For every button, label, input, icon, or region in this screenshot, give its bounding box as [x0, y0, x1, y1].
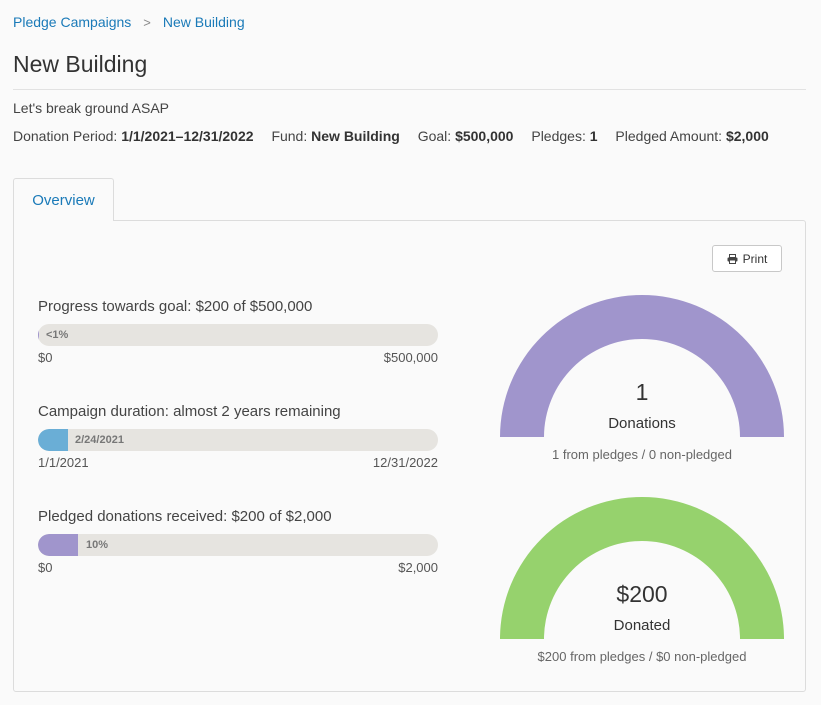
meta-pledges-value: 1	[589, 128, 598, 144]
campaign-duration-fill	[38, 429, 68, 451]
donated-breakdown: $200 from pledges / $0 non-pledged	[537, 649, 747, 664]
donated-label: Donated	[613, 617, 671, 634]
meta-goal-label: Goal:	[417, 128, 452, 144]
pledged-donations-label: Pledged donations received: $200 of $2,0…	[38, 508, 332, 525]
breadcrumb: Pledge Campaigns > New Building	[13, 14, 245, 30]
meta-goal-value: $500,000	[455, 128, 514, 144]
printer-icon	[727, 253, 738, 264]
goal-progress: Progress towards goal: $200 of $500,000 …	[38, 298, 438, 365]
breadcrumb-link-current[interactable]: New Building	[162, 14, 245, 30]
duration-end: 12/31/2022	[372, 455, 438, 470]
pledged-donations-bar: 10%	[38, 534, 438, 556]
meta-pledged-value: $2,000	[725, 128, 769, 144]
meta-fund: Fund: New Building	[271, 128, 399, 144]
tab-overview[interactable]: Overview	[13, 178, 114, 221]
donations-label: Donations	[608, 415, 676, 432]
meta-period: Donation Period: 1/1/2021–12/31/2022	[13, 128, 254, 144]
goal-progress-text: <1%	[46, 329, 69, 341]
campaign-duration-text: 2/24/2021	[75, 434, 124, 446]
donated-gauge: $200 Donated $200 from pledges / $0 non-…	[500, 497, 784, 677]
pledged-end: $2,000	[398, 560, 438, 575]
campaign-description: Let's break ground ASAP	[13, 100, 169, 116]
print-label: Print	[742, 251, 768, 266]
chevron-right-icon: >	[143, 14, 151, 30]
meta-pledged-amount: Pledged Amount: $2,000	[615, 128, 768, 144]
campaign-meta: Donation Period: 1/1/2021–12/31/2022 Fun…	[13, 128, 783, 144]
pledged-donations: Pledged donations received: $200 of $2,0…	[38, 508, 438, 575]
meta-fund-value: New Building	[311, 128, 400, 144]
duration-start: 1/1/2021	[38, 455, 89, 470]
pledged-start: $0	[38, 560, 53, 575]
campaign-duration: Campaign duration: almost 2 years remain…	[38, 403, 438, 470]
breadcrumb-link-pledge-campaigns[interactable]: Pledge Campaigns	[13, 14, 132, 30]
meta-pledged-label: Pledged Amount:	[615, 128, 723, 144]
print-button[interactable]: Print	[712, 245, 782, 272]
donations-gauge: 1 Donations 1 from pledges / 0 non-pledg…	[500, 295, 784, 475]
donated-gauge-arc	[500, 497, 784, 639]
pledged-donations-fill	[38, 534, 78, 556]
campaign-duration-label: Campaign duration: almost 2 years remain…	[38, 403, 341, 420]
donations-breakdown: 1 from pledges / 0 non-pledged	[552, 447, 732, 462]
meta-pledges-label: Pledges:	[531, 128, 586, 144]
donations-gauge-arc	[500, 295, 784, 437]
meta-fund-label: Fund:	[271, 128, 308, 144]
campaign-duration-bar: 2/24/2021	[38, 429, 438, 451]
page-title: New Building	[13, 51, 148, 77]
meta-goal: Goal: $500,000	[418, 128, 514, 144]
goal-progress-label: Progress towards goal: $200 of $500,000	[38, 298, 313, 315]
goal-progress-bar: <1%	[38, 324, 438, 346]
goal-end: $500,000	[383, 350, 438, 365]
meta-pledges: Pledges: 1	[531, 128, 597, 144]
meta-period-label: Donation Period:	[13, 128, 118, 144]
goal-start: $0	[38, 350, 53, 365]
pledged-donations-text: 10%	[86, 539, 109, 551]
meta-period-value: 1/1/2021–12/31/2022	[121, 128, 254, 144]
title-divider	[13, 89, 806, 90]
donations-count: 1	[635, 379, 649, 405]
donated-amount: $200	[616, 581, 668, 607]
